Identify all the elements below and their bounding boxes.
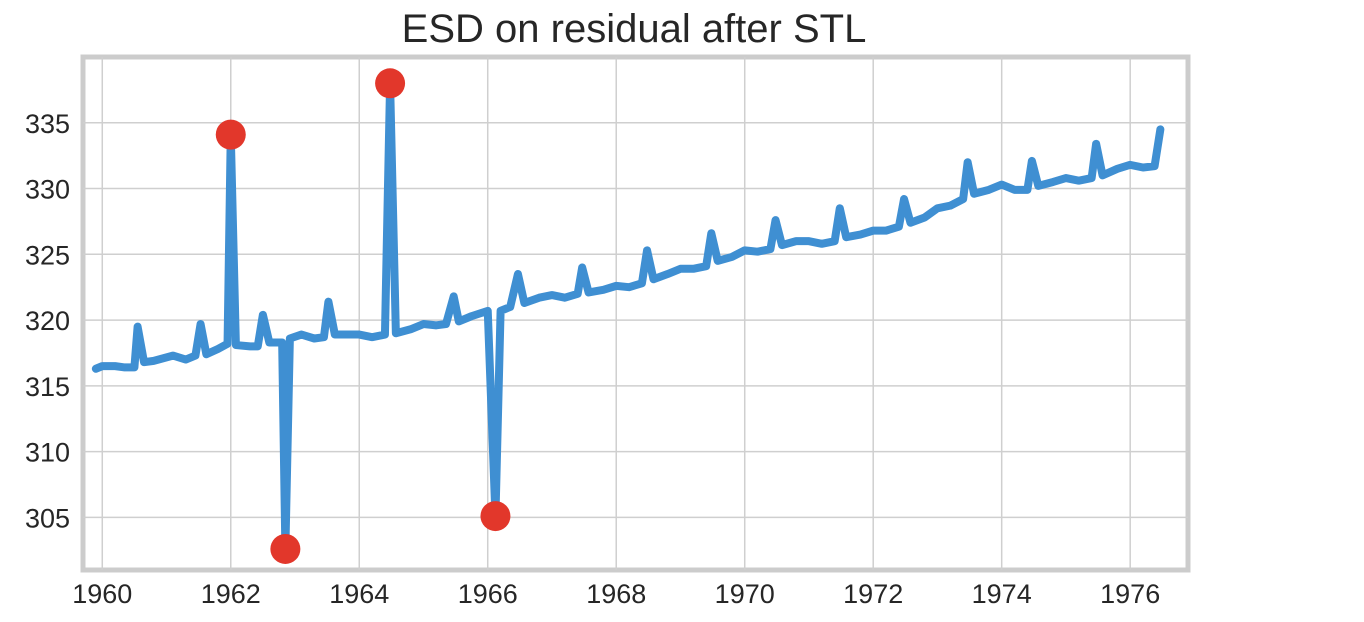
y-tick-label: 325: [25, 240, 70, 270]
y-tick-label: 310: [25, 438, 70, 468]
x-tick-label: 1972: [843, 579, 903, 609]
anomaly-point: [375, 68, 406, 99]
plot-area: [80, 54, 1191, 573]
series-layer: [91, 79, 1165, 553]
chart-title: ESD on residual after STL: [402, 7, 867, 51]
y-tick-label: 320: [25, 306, 70, 336]
anomaly-markers: [215, 68, 511, 564]
x-tick-label: 1976: [1100, 579, 1160, 609]
y-tick-label: 305: [25, 503, 70, 533]
x-tick-label: 1964: [329, 579, 389, 609]
anomaly-point: [270, 533, 301, 564]
y-axis: 305 310 315 320 325 330 335: [25, 109, 70, 534]
y-tick-label: 335: [25, 109, 70, 139]
y-tick-label: 315: [25, 372, 70, 402]
x-axis: 1960 1962 1964 1966 1968 1970 1972 1974 1976: [72, 579, 1160, 609]
series-line: [91, 79, 1165, 553]
x-tick-label: 1974: [972, 579, 1032, 609]
x-tick-label: 1966: [458, 579, 518, 609]
x-tick-label: 1962: [201, 579, 261, 609]
anomaly-point: [480, 501, 511, 532]
anomaly-point: [215, 119, 246, 150]
x-tick-label: 1960: [72, 579, 132, 609]
grid: [83, 57, 1188, 570]
x-tick-label: 1968: [586, 579, 646, 609]
x-tick-label: 1970: [715, 579, 775, 609]
y-tick-label: 330: [25, 175, 70, 205]
